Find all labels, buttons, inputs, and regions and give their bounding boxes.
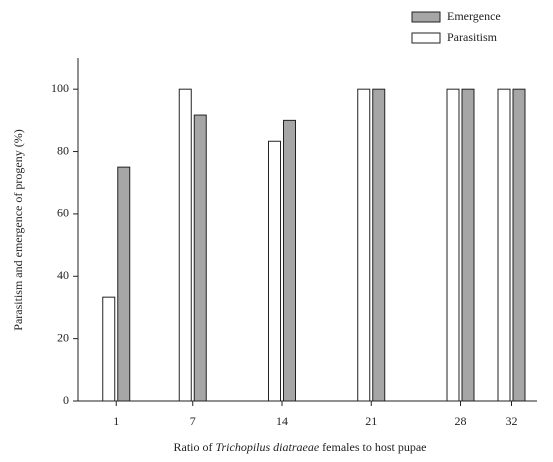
x-axis-label: Ratio of Trichopilus diatraeae females t…	[174, 440, 427, 454]
y-axis-label: Parasitism and emergence of progeny (%)	[11, 129, 25, 330]
x-axis-label-part: females to host pupae	[319, 440, 426, 454]
bar	[117, 166, 131, 402]
y-tick-label: 40	[57, 268, 69, 282]
bar	[178, 88, 192, 402]
y-tick-label: 0	[63, 393, 69, 407]
legend-swatch	[411, 32, 441, 44]
bar	[461, 88, 475, 402]
x-axis-label-part: Ratio of	[174, 440, 216, 454]
bar	[283, 119, 296, 402]
bar	[357, 88, 371, 402]
x-tick-label: 28	[455, 414, 467, 428]
x-axis-label-part: Trichopilus diatraeae	[216, 440, 320, 454]
x-tick-label: 7	[190, 414, 196, 428]
bar	[193, 114, 207, 402]
bar	[446, 88, 460, 402]
legend-label: Emergence	[447, 9, 501, 23]
y-tick-label: 60	[57, 206, 69, 220]
y-tick-label: 80	[57, 143, 69, 157]
y-tick-label: 20	[57, 330, 69, 344]
x-tick-label: 32	[506, 414, 518, 428]
legend-label: Parasitism	[447, 30, 498, 44]
bar	[268, 140, 281, 402]
bar	[497, 88, 511, 402]
bar	[372, 88, 386, 402]
x-tick-label: 14	[276, 414, 288, 428]
bar	[102, 296, 116, 402]
y-tick-label: 100	[51, 81, 69, 95]
legend-swatch	[411, 11, 441, 23]
x-tick-label: 1	[113, 414, 119, 428]
bar	[512, 88, 526, 402]
x-tick-label: 21	[365, 414, 377, 428]
